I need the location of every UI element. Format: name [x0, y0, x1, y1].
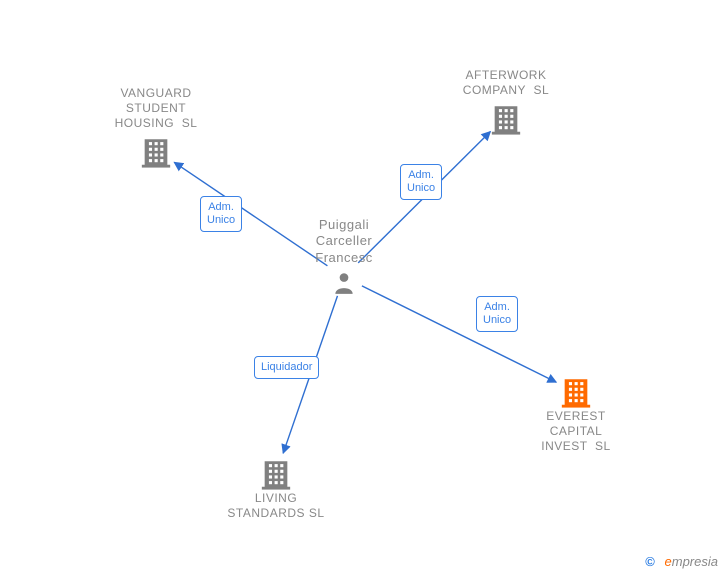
company-node-living[interactable]: LIVING STANDARDS SL	[216, 453, 336, 521]
brand: empresia	[665, 554, 718, 569]
node-label: LIVING STANDARDS SL	[216, 491, 336, 521]
node-label: Puiggali Carceller Francesc	[284, 217, 404, 266]
building-icon	[216, 457, 336, 491]
diagram-stage: Puiggali Carceller Francesc VANGUARD STU…	[0, 0, 728, 575]
edge-label: Adm. Unico	[400, 164, 442, 200]
person-icon	[284, 270, 404, 296]
node-label: EVEREST CAPITAL INVEST SL	[516, 409, 636, 454]
node-label: VANGUARD STUDENT HOUSING SL	[96, 86, 216, 131]
building-icon	[96, 135, 216, 169]
footer-credit: © empresia	[645, 554, 718, 569]
company-node-afterwork[interactable]: AFTERWORK COMPANY SL	[446, 68, 566, 136]
building-icon	[446, 102, 566, 136]
building-icon	[516, 375, 636, 409]
center-person-node[interactable]: Puiggali Carceller Francesc	[284, 217, 404, 296]
edge-label: Adm. Unico	[200, 196, 242, 232]
edge-label: Liquidador	[254, 356, 319, 379]
company-node-everest[interactable]: EVEREST CAPITAL INVEST SL	[516, 371, 636, 454]
copyright-symbol: ©	[645, 554, 655, 569]
company-node-vanguard[interactable]: VANGUARD STUDENT HOUSING SL	[96, 86, 216, 169]
edge-line	[362, 286, 556, 382]
node-label: AFTERWORK COMPANY SL	[446, 68, 566, 98]
edge-label: Adm. Unico	[476, 296, 518, 332]
